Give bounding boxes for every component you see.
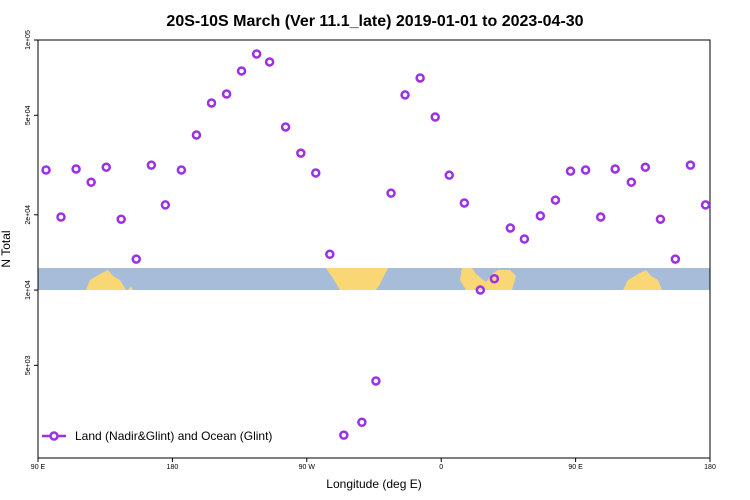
point bbox=[116, 214, 126, 224]
point bbox=[610, 164, 620, 174]
y-tick-label: 1e+04 bbox=[25, 280, 32, 300]
chart-title: 20S-10S March (Ver 11.1_late) 2019-01-01… bbox=[166, 13, 583, 30]
y-axis-label: N Total bbox=[0, 230, 13, 267]
point bbox=[160, 200, 171, 210]
point bbox=[505, 223, 516, 233]
point bbox=[41, 165, 51, 175]
point bbox=[357, 417, 367, 428]
point bbox=[519, 234, 530, 244]
point bbox=[430, 112, 440, 122]
point bbox=[101, 162, 111, 172]
point bbox=[459, 198, 470, 208]
point bbox=[489, 273, 500, 284]
point bbox=[176, 165, 187, 175]
point bbox=[580, 165, 591, 175]
point bbox=[371, 376, 381, 386]
point bbox=[415, 73, 425, 83]
point bbox=[311, 168, 321, 178]
x-tick-label: 180 bbox=[167, 464, 179, 471]
x-tick-label: 0 bbox=[439, 464, 443, 471]
point bbox=[700, 200, 711, 210]
point bbox=[251, 49, 262, 59]
point bbox=[280, 122, 291, 132]
point bbox=[640, 162, 651, 172]
legend-label: Land (Nadir&Glint) and Ocean (Glint) bbox=[75, 429, 272, 443]
plot-frame bbox=[37, 39, 711, 459]
point bbox=[131, 254, 142, 264]
point bbox=[685, 160, 696, 170]
map-land bbox=[86, 268, 662, 290]
point bbox=[535, 211, 546, 221]
y-tick-label: 2e+04 bbox=[25, 205, 32, 225]
point bbox=[221, 89, 232, 99]
point bbox=[595, 212, 606, 222]
point bbox=[670, 254, 681, 264]
point bbox=[339, 430, 349, 440]
y-tick-label: 5e+04 bbox=[25, 105, 32, 125]
x-tick-label: 90 E bbox=[568, 464, 583, 471]
point bbox=[565, 166, 576, 176]
legend-marker bbox=[49, 431, 59, 441]
point bbox=[146, 160, 157, 170]
x-axis-label: Longitude (deg E) bbox=[326, 477, 421, 491]
y-tick-label: 5e+03 bbox=[25, 355, 32, 375]
point bbox=[475, 285, 486, 295]
x-tick-label: 90 E bbox=[31, 464, 46, 471]
x-tick-label: 90 W bbox=[299, 464, 316, 471]
point bbox=[386, 188, 396, 198]
x-tick-label: 180 bbox=[704, 464, 716, 471]
y-tick-label: 1e+05 bbox=[25, 30, 32, 50]
point bbox=[206, 98, 217, 108]
point bbox=[56, 212, 66, 222]
point bbox=[400, 90, 410, 100]
point bbox=[86, 177, 96, 187]
point bbox=[236, 66, 247, 76]
point bbox=[550, 195, 561, 205]
point bbox=[444, 170, 455, 180]
point bbox=[264, 57, 275, 67]
point bbox=[626, 177, 637, 187]
point bbox=[325, 249, 335, 260]
point bbox=[296, 148, 306, 158]
point bbox=[71, 164, 81, 174]
point bbox=[655, 214, 666, 224]
point bbox=[191, 130, 202, 140]
